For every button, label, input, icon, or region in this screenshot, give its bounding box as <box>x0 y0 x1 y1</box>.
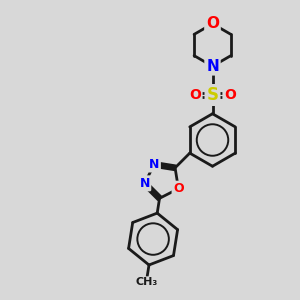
Text: N: N <box>149 158 159 171</box>
Text: N: N <box>206 59 219 74</box>
Text: N: N <box>140 177 150 190</box>
Text: O: O <box>173 182 184 195</box>
Text: O: O <box>224 88 236 102</box>
Text: O: O <box>206 16 219 31</box>
Text: S: S <box>206 86 218 104</box>
Text: CH₃: CH₃ <box>135 277 158 287</box>
Text: O: O <box>189 88 201 102</box>
